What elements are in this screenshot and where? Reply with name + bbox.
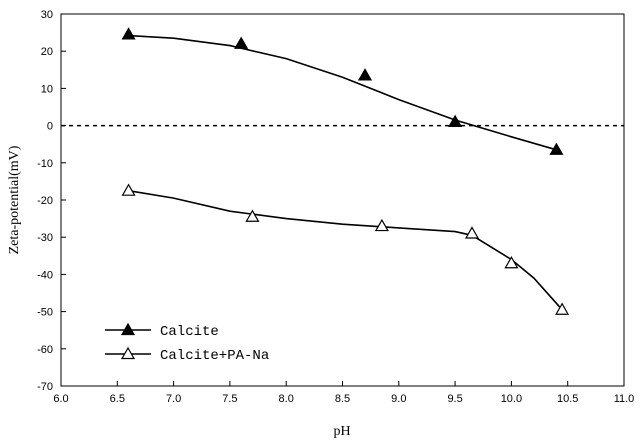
- x-tick-label: 6.5: [110, 393, 125, 405]
- series-layer: [121, 27, 570, 315]
- y-tick-label: -60: [37, 344, 53, 356]
- series-1-point: [357, 68, 373, 81]
- x-tick-label: 7.0: [166, 393, 181, 405]
- y-tick-label: 0: [47, 121, 53, 133]
- y-axis-label: Zeta-potential(mV): [7, 145, 22, 254]
- x-tick-label: 10.5: [557, 393, 578, 405]
- series-2-point: [245, 209, 260, 222]
- series-2-point: [374, 218, 389, 232]
- y-tick-label: -50: [37, 307, 53, 319]
- legend-marker-1: [120, 322, 136, 336]
- x-tick-label: 9.5: [447, 393, 462, 405]
- x-axis-label: pH: [333, 424, 350, 439]
- y-tick-label: -30: [37, 232, 53, 244]
- series-1-line: [128, 34, 557, 151]
- x-tick-label: 11.0: [614, 393, 635, 405]
- series-1-point: [234, 36, 249, 49]
- series-2-point: [555, 302, 570, 315]
- legend-marker-2: [120, 346, 136, 360]
- x-tick-label: 9.0: [391, 393, 406, 405]
- y-tick-label: 20: [41, 46, 53, 58]
- y-tick-label: -10: [37, 158, 53, 170]
- x-tick-label: 6.0: [53, 393, 68, 405]
- x-tick-label: 7.5: [222, 393, 237, 405]
- series-2: [121, 183, 570, 315]
- legend-label-1: Calcite: [160, 324, 219, 340]
- series-1-point: [448, 114, 463, 127]
- y-tick-label: 10: [41, 83, 53, 95]
- series-1-point: [121, 27, 136, 40]
- y-tick-label: -20: [37, 195, 53, 207]
- x-tick-label: 10.0: [501, 393, 522, 405]
- x-tick-label: 8.5: [335, 393, 350, 405]
- legend: Calcite Calcite+PA-Na: [105, 322, 269, 364]
- series-1: [121, 27, 564, 155]
- series-2-point: [464, 226, 480, 239]
- legend-label-2: Calcite+PA-Na: [160, 348, 269, 364]
- y-tick-label: -70: [37, 381, 53, 393]
- y-tick-label: 30: [41, 9, 53, 21]
- series-1-point: [549, 142, 564, 155]
- x-tick-label: 8.0: [279, 393, 294, 405]
- tick-labels: 6.0 6.5 7.0 7.5 8.0 8.5 9.0 9.5 10.0 10.5 11.0 30 20…: [37, 9, 634, 405]
- series-2-point: [504, 256, 519, 269]
- series-2-line: [128, 189, 563, 311]
- series-2-point: [121, 183, 136, 196]
- axis-ticks: [60, 13, 625, 387]
- y-tick-label: -40: [37, 269, 53, 281]
